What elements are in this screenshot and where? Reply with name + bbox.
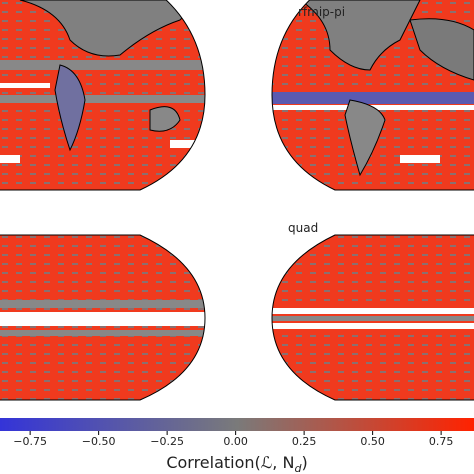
colorbar-label: Correlation(ℒ, Nd) bbox=[166, 453, 307, 474]
label-subscript: d bbox=[294, 462, 302, 474]
map-panel bbox=[0, 0, 205, 190]
label-text: Correlation(ℒ, N bbox=[166, 453, 294, 472]
colorbar-ticks: −0.75 −0.50 −0.25 0.00 0.25 0.50 0.75 bbox=[13, 431, 453, 448]
panel-title: rfmip-pi bbox=[298, 5, 345, 19]
tick-label: 0.75 bbox=[429, 435, 454, 448]
map-panel bbox=[272, 0, 474, 190]
tick-label: −0.75 bbox=[13, 435, 47, 448]
tick-label: 0.25 bbox=[292, 435, 317, 448]
label-end: ) bbox=[301, 453, 307, 472]
tick-label: −0.50 bbox=[82, 435, 116, 448]
colorbar bbox=[0, 418, 474, 431]
map-panel bbox=[272, 235, 474, 400]
tick-label: 0.50 bbox=[360, 435, 385, 448]
tick-label: 0.00 bbox=[223, 435, 248, 448]
tick-label: −0.25 bbox=[150, 435, 184, 448]
panel-title: quad bbox=[288, 221, 318, 235]
map-panel bbox=[0, 235, 205, 400]
